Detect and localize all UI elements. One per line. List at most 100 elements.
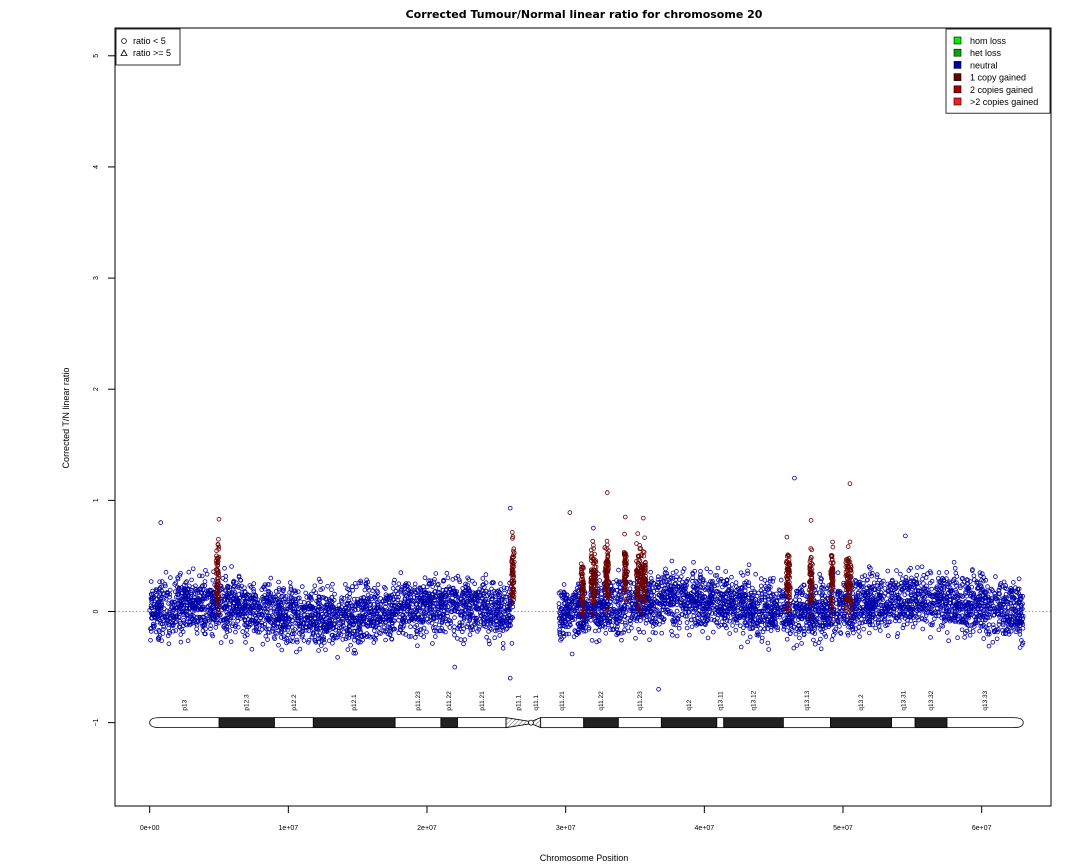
neutral-point <box>178 602 184 607</box>
neutral-point <box>484 622 490 627</box>
neutral-point <box>845 630 850 636</box>
neutral-point <box>211 601 216 606</box>
neutral-point <box>450 577 456 582</box>
neutral-point <box>319 603 324 609</box>
neutral-point <box>472 600 478 606</box>
neutral-point <box>329 595 335 600</box>
neutral-point <box>343 626 349 631</box>
neutral-point <box>814 600 819 605</box>
neutral-point <box>494 625 500 630</box>
neutral-point <box>744 579 749 584</box>
neutral-point <box>962 635 967 640</box>
neutral-point <box>592 628 598 634</box>
neutral-point <box>817 623 823 629</box>
neutral-point <box>148 637 153 643</box>
ideogram-band-label: q11.21 <box>559 691 566 711</box>
neutral-point <box>339 616 345 622</box>
neutral-point <box>459 623 465 628</box>
neutral-point <box>178 632 184 637</box>
neutral-point <box>920 626 926 632</box>
neutral-point <box>285 603 291 608</box>
neutral-point <box>874 574 880 580</box>
neutral-point <box>969 603 975 609</box>
neutral-point <box>857 634 862 639</box>
neutral-point <box>353 650 358 656</box>
neutral-point <box>959 627 965 633</box>
neutral-point <box>510 615 516 621</box>
neutral-point <box>750 585 755 591</box>
neutral-point <box>303 590 309 596</box>
neutral-point <box>452 624 457 629</box>
neutral-point <box>326 638 332 643</box>
neutral-point <box>979 612 984 618</box>
ideogram-band <box>782 717 831 729</box>
neutral-point <box>403 619 409 624</box>
neutral-point <box>972 620 977 626</box>
neutral-point <box>469 578 475 584</box>
neutral-point <box>997 619 1002 624</box>
neutral-point <box>571 634 577 639</box>
neutral-point <box>490 621 496 626</box>
neutral-point <box>398 570 404 575</box>
neutral-point <box>455 598 461 604</box>
neutral-point <box>457 623 463 628</box>
neutral-point <box>240 629 246 634</box>
neutral-point <box>307 593 312 599</box>
neutral-point <box>726 584 731 589</box>
neutral-point <box>617 584 623 590</box>
neutral-point <box>161 591 167 596</box>
neutral-point <box>629 601 634 606</box>
neutral-point <box>267 600 273 606</box>
neutral-point <box>167 630 172 636</box>
neutral-point <box>429 600 435 605</box>
neutral-point <box>178 587 184 593</box>
neutral-point <box>452 632 457 638</box>
ideogram-band <box>583 717 619 729</box>
ideogram-band-label: q13.13 <box>804 690 811 710</box>
neutral-point <box>494 622 500 628</box>
neutral-point <box>973 611 979 617</box>
neutral-point <box>179 626 184 632</box>
neutral-point <box>306 637 312 643</box>
neutral-point <box>588 617 594 623</box>
neutral-point <box>186 606 192 611</box>
neutral-point <box>398 624 404 630</box>
neutral-point <box>372 595 378 600</box>
neutral-point <box>443 629 448 635</box>
neutral-point <box>426 619 431 625</box>
neutral-point <box>781 604 787 610</box>
neutral-point <box>182 608 187 613</box>
neutral-point <box>218 640 224 645</box>
neutral-point <box>437 596 443 601</box>
neutral-point <box>912 620 918 626</box>
neutral-point <box>213 625 219 630</box>
neutral-point <box>282 636 287 642</box>
neutral-point <box>267 630 272 635</box>
neutral-point <box>281 586 286 591</box>
neutral-point <box>904 621 910 627</box>
neutral-point <box>429 599 434 605</box>
neutral-point <box>459 593 465 598</box>
neutral-point <box>766 647 771 652</box>
neutral-point <box>252 592 258 597</box>
neutral-point <box>408 634 414 639</box>
neutral-point <box>161 626 166 632</box>
neutral-point <box>1010 580 1016 585</box>
neutral-point <box>267 601 272 606</box>
neutral-point <box>622 620 628 626</box>
neutral-point <box>323 647 328 653</box>
neutral-point <box>835 570 841 575</box>
neutral-point <box>311 630 317 636</box>
neutral-point <box>619 637 624 643</box>
neutral-point <box>661 591 667 596</box>
neutral-point <box>676 588 682 594</box>
ideogram-band-label: p11.1 <box>516 694 523 710</box>
neutral-point <box>226 584 232 590</box>
neutral-point <box>651 603 657 609</box>
neutral-point <box>478 612 484 618</box>
neutral-point <box>163 583 168 589</box>
neutral-point <box>864 585 870 591</box>
neutral-point <box>763 586 769 591</box>
neutral-point <box>194 630 200 636</box>
neutral-point <box>498 602 504 608</box>
